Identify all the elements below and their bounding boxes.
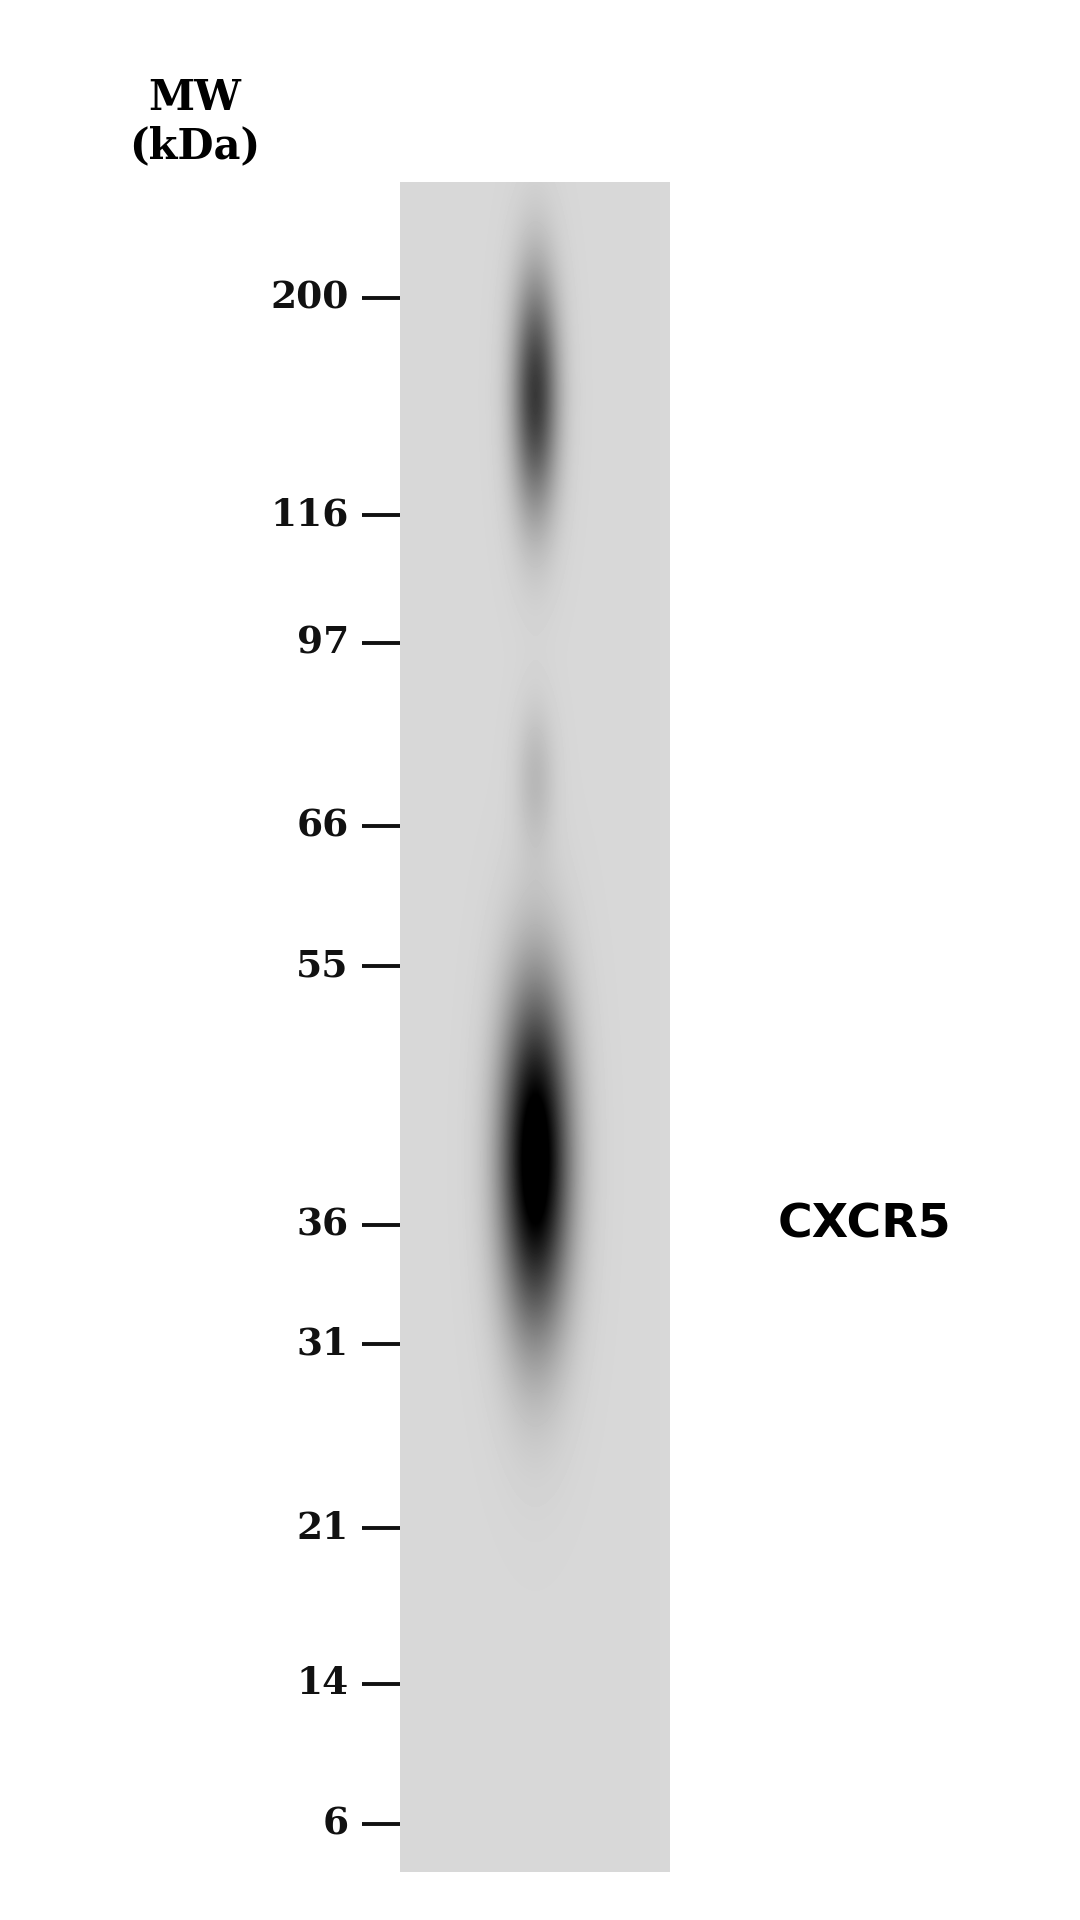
Text: 31: 31 bbox=[297, 1325, 349, 1363]
Text: MW
(kDa): MW (kDa) bbox=[129, 77, 260, 167]
Text: 66: 66 bbox=[297, 806, 349, 845]
Text: 55: 55 bbox=[296, 947, 349, 985]
Text: 6: 6 bbox=[323, 1805, 349, 1843]
Text: 36: 36 bbox=[297, 1206, 349, 1244]
Bar bbox=[400, 182, 670, 1872]
Text: 200: 200 bbox=[270, 278, 349, 317]
Text: 97: 97 bbox=[297, 624, 349, 662]
Text: CXCR5: CXCR5 bbox=[778, 1202, 951, 1248]
Text: 116: 116 bbox=[270, 495, 349, 534]
Text: 14: 14 bbox=[297, 1665, 349, 1703]
Text: 21: 21 bbox=[297, 1509, 349, 1548]
